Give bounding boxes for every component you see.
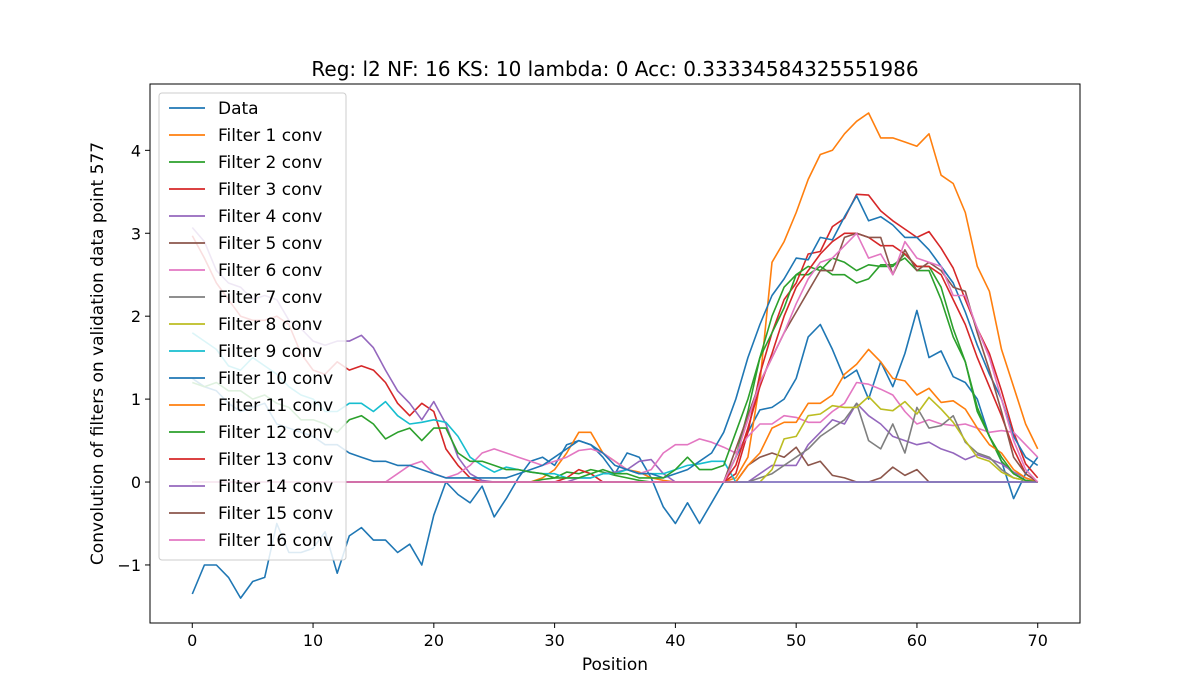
legend-label: Filter 12 conv [218, 423, 333, 443]
legend-label: Filter 13 conv [218, 450, 333, 470]
legend-label: Filter 15 conv [218, 504, 333, 524]
x-tick-label: 60 [907, 631, 927, 650]
y-axis-label: Convolution of filters on validation dat… [88, 142, 108, 565]
x-tick-label: 50 [786, 631, 806, 650]
x-tick-label: 10 [303, 631, 323, 650]
y-tick-label: 1 [131, 390, 141, 409]
legend-label: Data [218, 99, 259, 119]
y-tick-label: −1 [117, 556, 141, 575]
x-axis: 0 10 20 30 40 50 60 70 [187, 623, 1048, 650]
legend-label: Filter 4 conv [218, 207, 322, 227]
plot-frame [149, 83, 1081, 624]
legend-label: Filter 5 conv [218, 234, 322, 254]
legend-label: Filter 8 conv [218, 315, 322, 335]
legend-label: Filter 3 conv [218, 180, 322, 200]
legend-label: Filter 10 conv [218, 369, 333, 389]
y-tick-label: 0 [131, 473, 141, 492]
legend-box [158, 92, 347, 561]
x-axis-label: Position [582, 655, 648, 675]
y-tick-label: 4 [131, 141, 141, 160]
x-tick-label: 30 [544, 631, 564, 650]
y-tick-label: 3 [131, 224, 141, 243]
y-tick-label: 2 [131, 307, 141, 326]
legend: Data Filter 1 conv Filter 2 conv Filter 3 c… [158, 92, 347, 561]
legend-label: Filter 14 conv [218, 477, 333, 497]
x-tick-label: 40 [665, 631, 685, 650]
legend-label: Filter 11 conv [218, 396, 333, 416]
legend-label: Filter 1 conv [218, 126, 322, 146]
legend-label: Filter 9 conv [218, 342, 322, 362]
legend-label: Filter 2 conv [218, 153, 322, 173]
legend-label: Filter 16 conv [218, 531, 333, 551]
legend-label: Filter 6 conv [218, 261, 322, 281]
x-tick-label: 20 [424, 631, 444, 650]
x-tick-label: 70 [1028, 631, 1048, 650]
chart-title: Reg: l2 NF: 16 KS: 10 lambda: 0 Acc: 0.3… [311, 57, 918, 81]
legend-label: Filter 7 conv [218, 288, 322, 308]
x-tick-label: 0 [187, 631, 197, 650]
y-axis: −1 0 1 2 3 4 [117, 141, 150, 575]
